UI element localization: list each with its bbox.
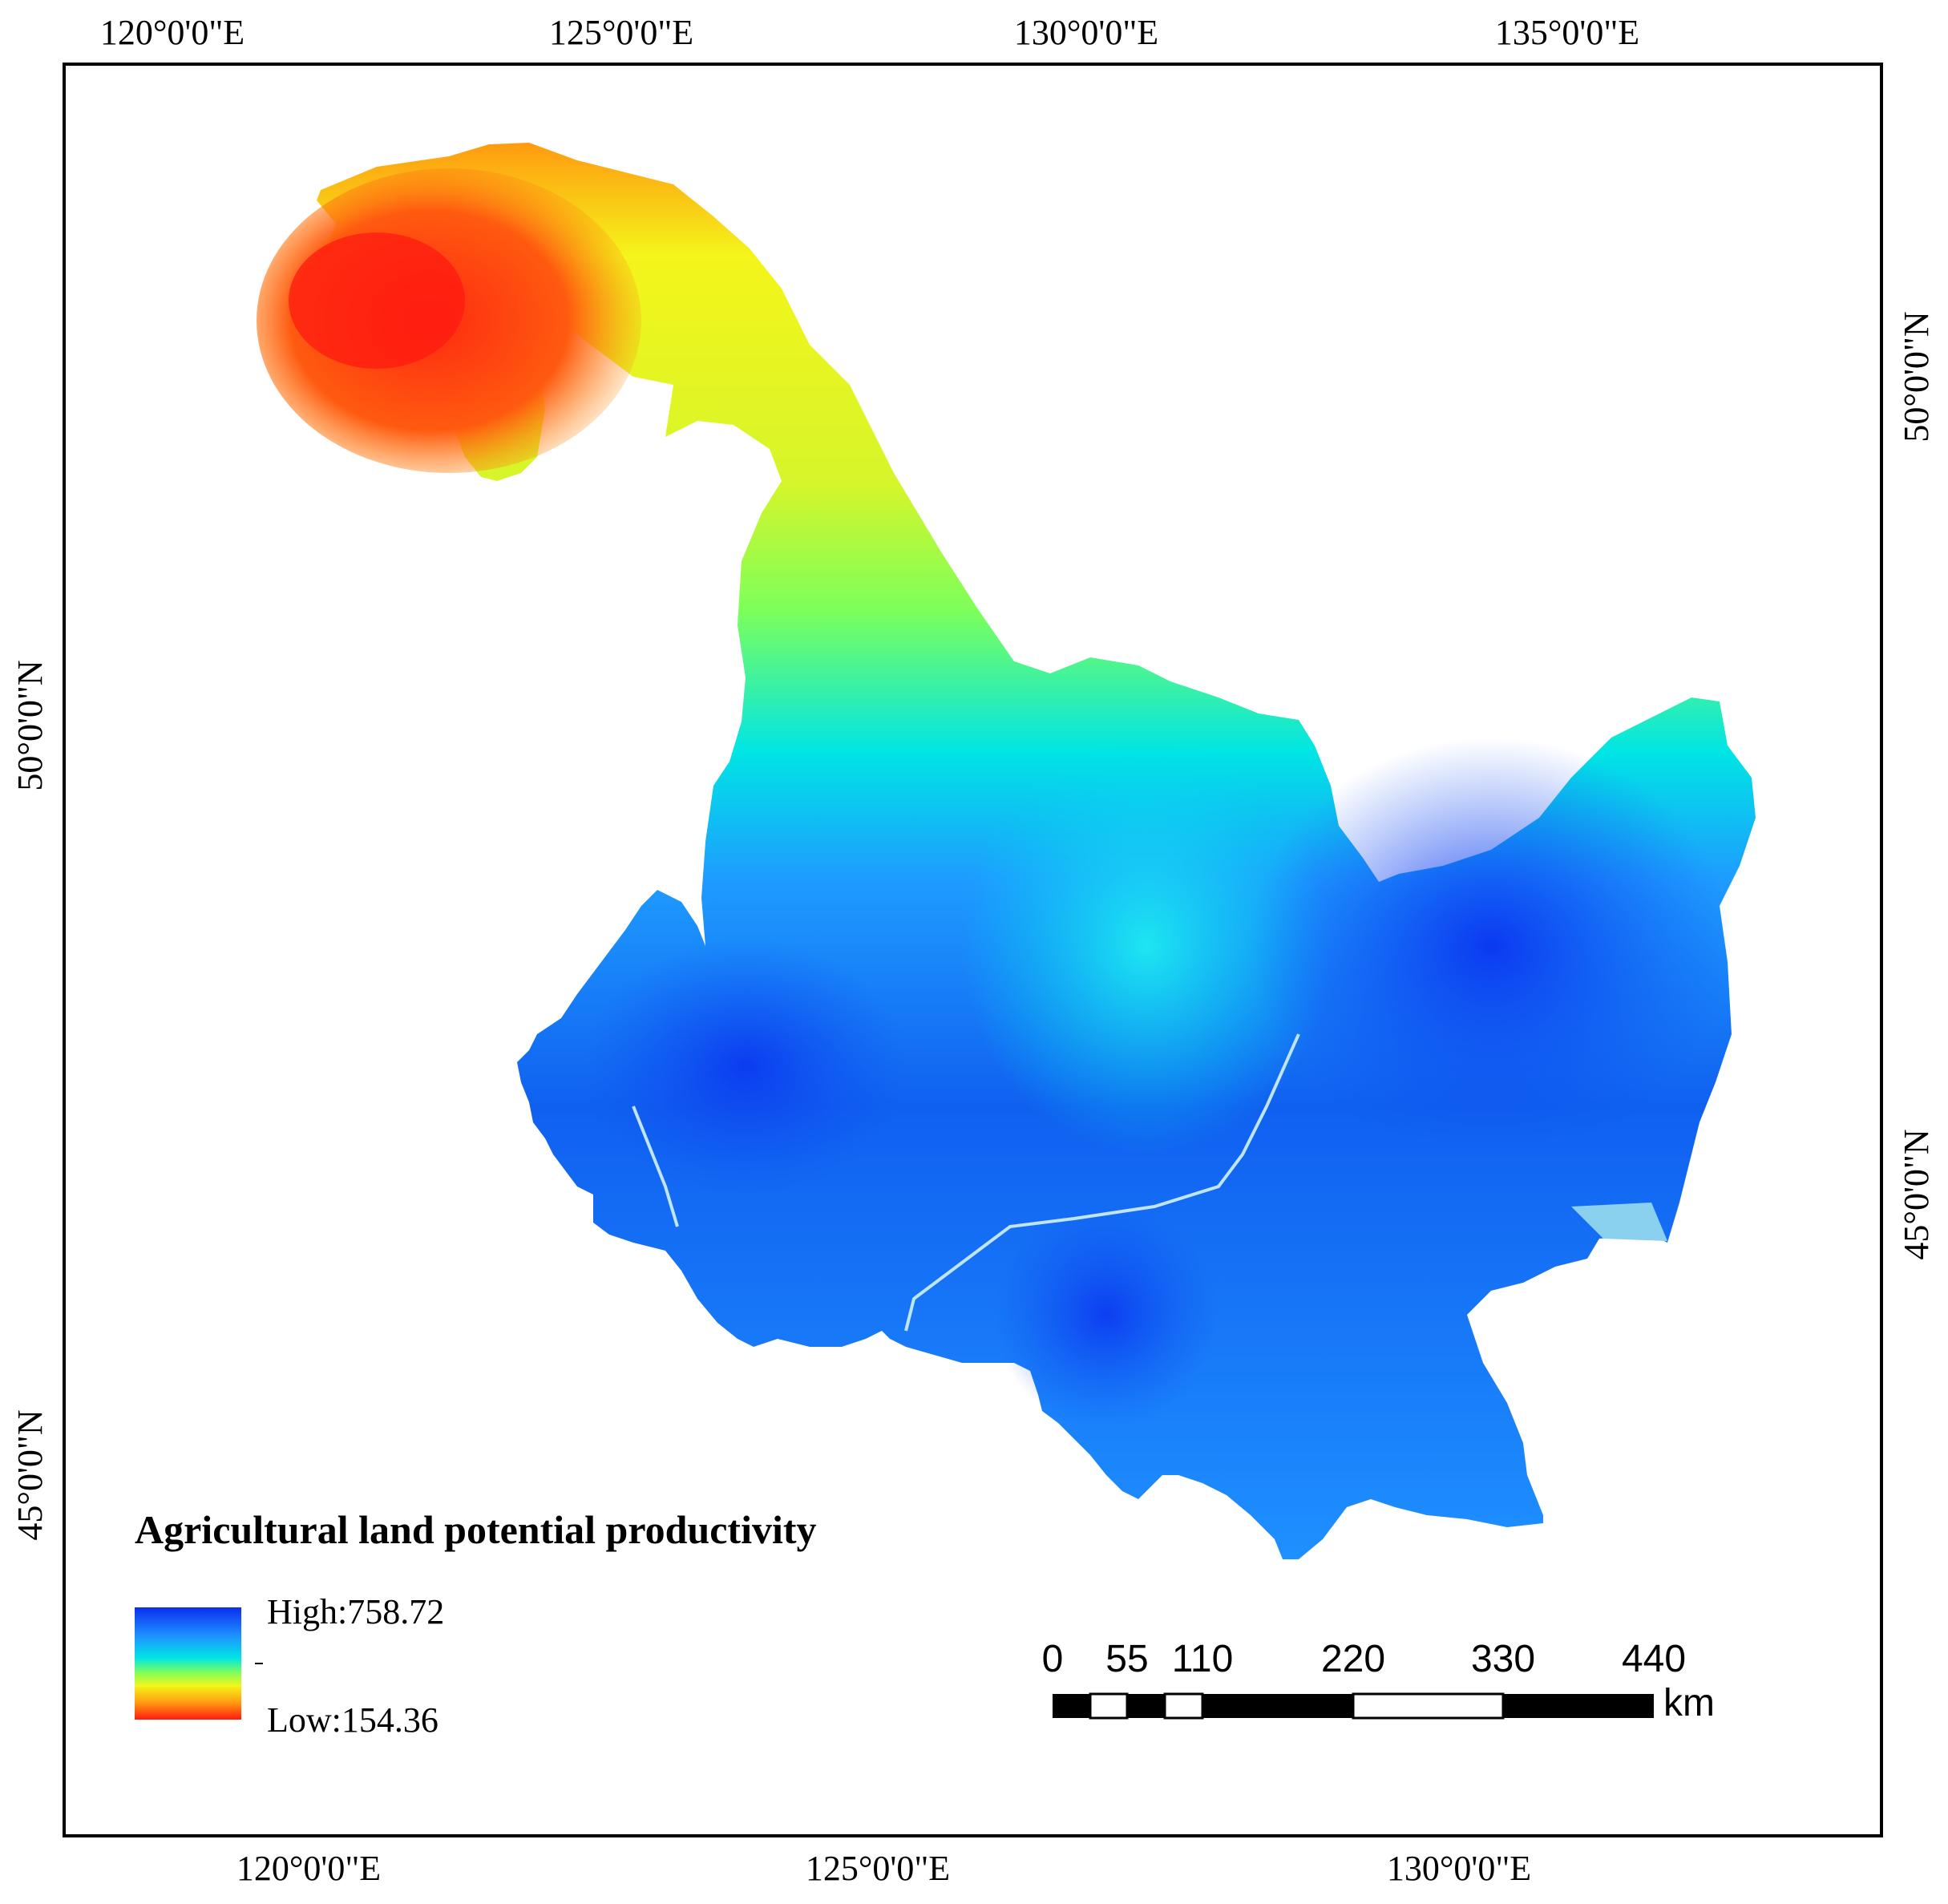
- scale-unit: km: [1663, 1682, 1715, 1724]
- right-latitude-labels: 50°0'0"N 45°0'0"N: [1897, 311, 1936, 1259]
- scale-segment-black: [1202, 1694, 1353, 1718]
- map-frame: [63, 63, 1883, 1837]
- dark-zone-south: [994, 1203, 1219, 1427]
- low-zone-core: [289, 232, 465, 369]
- scale-segment-black: [1127, 1694, 1165, 1718]
- bottom-lon-label: 125°0'0"E: [806, 1849, 950, 1888]
- scale-bar: 0 55 110 220 330 440 km: [1042, 1638, 1715, 1724]
- left-lat-label: 45°0'0"N: [10, 1409, 50, 1540]
- lake: [1571, 1203, 1667, 1241]
- scale-label: 330: [1471, 1638, 1535, 1680]
- legend-title: Agricultural land potential productivity: [135, 1507, 817, 1552]
- cyan-zone: [962, 738, 1331, 1154]
- legend-color-ramp: [135, 1607, 241, 1720]
- bottom-longitude-labels: 120°0'0"E 125°0'0"E 130°0'0"E: [236, 1849, 1531, 1888]
- scale-label: 440: [1622, 1638, 1686, 1680]
- scale-segment-white: [1352, 1692, 1505, 1720]
- river-main: [904, 1033, 1300, 1332]
- river-west: [632, 1106, 679, 1227]
- top-lon-label: 120°0'0"E: [100, 13, 245, 52]
- region-shape: [257, 143, 1756, 1559]
- dark-zone-east: [1251, 738, 1732, 1154]
- left-lat-label: 50°0'0"N: [10, 660, 50, 790]
- top-lon-label: 125°0'0"E: [549, 13, 693, 52]
- scale-label: 220: [1321, 1638, 1385, 1680]
- bottom-lon-label: 130°0'0"E: [1387, 1849, 1531, 1888]
- top-lon-label: 130°0'0"E: [1014, 13, 1158, 52]
- legend-high-label: High:758.72: [267, 1592, 444, 1631]
- bottom-lon-label: 120°0'0"E: [236, 1849, 381, 1888]
- legend-low-label: Low:154.36: [267, 1700, 439, 1740]
- dark-zone-west: [585, 938, 906, 1195]
- scale-label: 110: [1172, 1638, 1234, 1680]
- right-lat-label: 50°0'0"N: [1897, 311, 1936, 442]
- scale-segment-black: [1053, 1694, 1090, 1718]
- scale-segment-white: [1089, 1692, 1129, 1720]
- scale-label: 55: [1105, 1638, 1148, 1680]
- top-longitude-labels: 120°0'0"E 125°0'0"E 130°0'0"E 135°0'0"E: [100, 13, 1639, 52]
- scale-label: 0: [1042, 1638, 1064, 1680]
- scale-segment-black: [1503, 1694, 1654, 1718]
- top-lon-label: 135°0'0"E: [1495, 13, 1639, 52]
- left-latitude-labels: 50°0'0"N 45°0'0"N: [10, 660, 50, 1540]
- scale-segment-white: [1163, 1692, 1204, 1720]
- legend: Agricultural land potential productivity…: [135, 1507, 817, 1740]
- right-lat-label: 45°0'0"N: [1897, 1129, 1936, 1259]
